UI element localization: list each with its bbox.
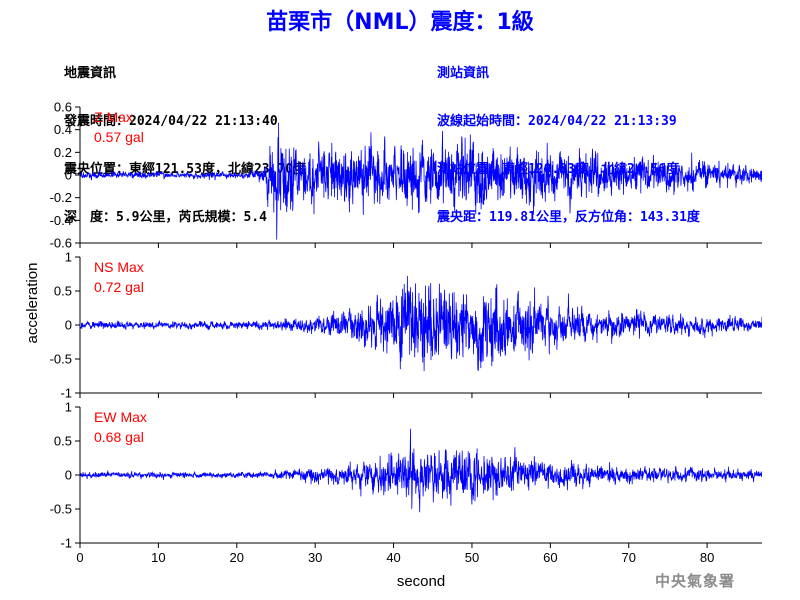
ns-y-tick-label: 0 xyxy=(65,318,72,333)
z-waveform-series xyxy=(80,122,762,240)
ns-max-label: NS Max xyxy=(94,259,144,275)
ns-y-tick-label: -0.5 xyxy=(50,352,72,367)
ew-y-tick-label: -1 xyxy=(60,536,72,551)
ew-y-tick-label: 1 xyxy=(65,400,72,415)
depth-magnitude: 深 度：5.9公里，芮氏規模：5.4 xyxy=(64,210,267,225)
x-tick-label: 0 xyxy=(76,550,83,565)
station-info-heading: 測站資訊 xyxy=(437,66,490,81)
x-tick-label: 30 xyxy=(308,550,322,565)
wave-start-time: 波線起始時間：2024/04/22 21:13:39 xyxy=(437,114,677,129)
x-tick-label: 70 xyxy=(622,550,636,565)
z-y-tick-label: -0.6 xyxy=(50,236,72,251)
x-tick-label: 10 xyxy=(151,550,165,565)
origin-time: 發震時間：2024/04/22 21:13:40 xyxy=(64,114,278,129)
chart-title: 苗栗市（NML）震度：1級 xyxy=(266,10,534,35)
ns-y-tick-label: 0.5 xyxy=(54,284,72,299)
z-max-value: 0.57 gal xyxy=(94,129,144,145)
ns-y-tick-label: -1 xyxy=(60,386,72,401)
z-y-tick-label: -0.2 xyxy=(50,190,72,205)
x-tick-label: 40 xyxy=(386,550,400,565)
earthquake-info-heading: 地震資訊 xyxy=(64,66,117,81)
x-tick-label: 60 xyxy=(543,550,557,565)
z-y-tick-label: 0.6 xyxy=(54,100,72,115)
z-y-tick-label: -0.4 xyxy=(50,213,72,228)
ew-max-value: 0.68 gal xyxy=(94,429,144,445)
x-axis-title: second xyxy=(397,573,445,590)
earthquake-info-block: 地震資訊 發震時間：2024/04/22 21:13:40 震央位置：東經121… xyxy=(64,34,306,242)
y-axis-title: acceleration xyxy=(24,263,41,344)
x-tick-label: 20 xyxy=(230,550,244,565)
z-y-tick-label: 0 xyxy=(65,168,72,183)
ew-max-label: EW Max xyxy=(94,409,147,425)
z-max-label: Z Max xyxy=(94,109,133,125)
x-tick-label: 80 xyxy=(700,550,714,565)
epicentral-distance: 震央距：119.81公里，反方位角：143.31度 xyxy=(437,210,700,225)
ns-waveform-series xyxy=(80,275,762,372)
x-tick-label: 50 xyxy=(465,550,479,565)
ew-y-tick-label: 0 xyxy=(65,468,72,483)
z-y-tick-label: 0.4 xyxy=(54,122,72,137)
ns-y-tick-label: 1 xyxy=(65,250,72,265)
ns-max-value: 0.72 gal xyxy=(94,279,144,295)
agency-credit: 中央氣象署 xyxy=(655,572,736,590)
ew-waveform-series xyxy=(80,428,762,513)
ew-y-tick-label: -0.5 xyxy=(50,502,72,517)
z-y-tick-label: 0.2 xyxy=(54,145,72,160)
ew-y-tick-label: 0.5 xyxy=(54,434,72,449)
epicenter-location: 震央位置：東經121.53度，北緯23.70度 xyxy=(64,162,307,177)
